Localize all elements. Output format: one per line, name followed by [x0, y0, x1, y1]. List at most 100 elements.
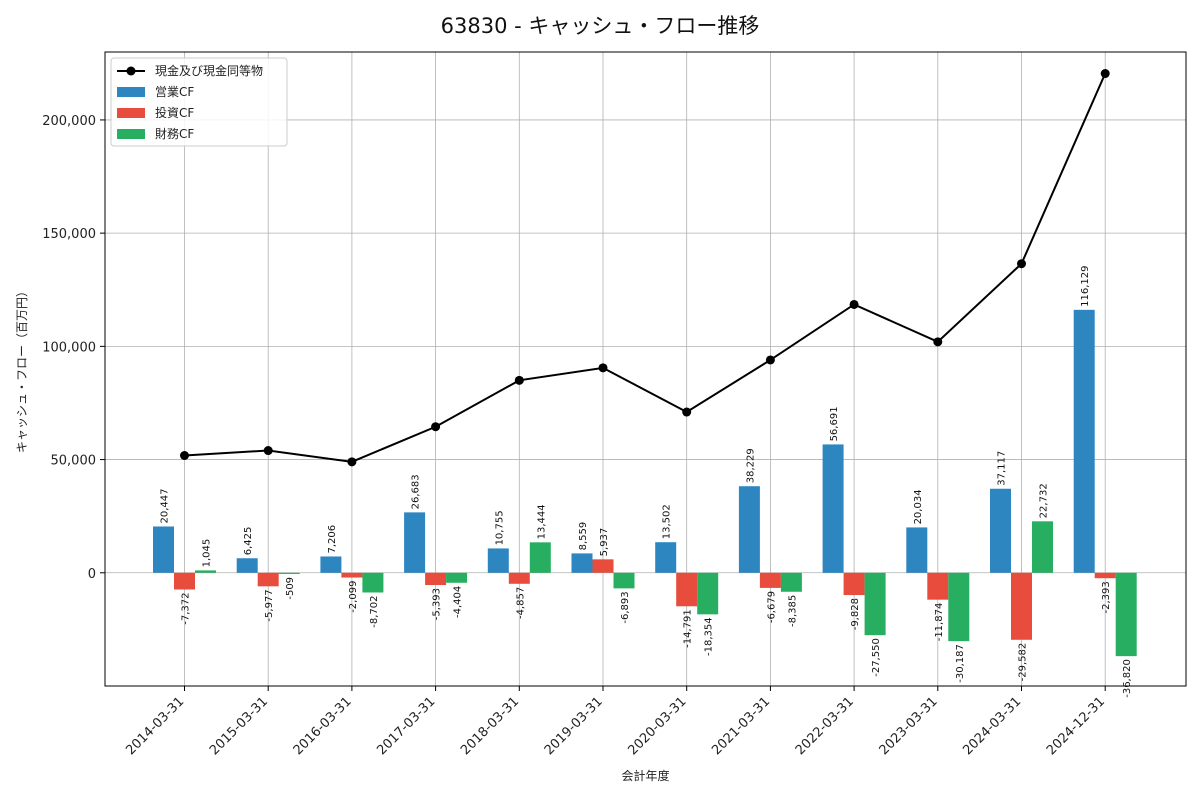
bar-value-label: -9,828 — [850, 598, 861, 630]
x-tick-label: 2021-03-31 — [709, 694, 773, 758]
bar-財務CF — [278, 572, 300, 574]
bar-value-label: -8,385 — [787, 595, 798, 627]
bar-value-label: 13,444 — [536, 504, 547, 539]
bar-value-label: 6,425 — [243, 527, 254, 556]
bar-財務CF — [780, 572, 802, 592]
legend-label: 投資CF — [155, 105, 194, 120]
y-tick-label: 0 — [88, 567, 96, 582]
bar-value-label: -5,393 — [432, 588, 443, 620]
legend-label: 現金及び現金同等物 — [155, 63, 263, 78]
x-tick-label: 2017-03-31 — [374, 694, 438, 758]
bar-value-label: 56,691 — [829, 406, 840, 441]
bar-営業CF — [571, 553, 593, 573]
x-tick-label: 2018-03-31 — [458, 694, 522, 758]
bar-value-label: -5,977 — [264, 589, 275, 621]
chart-title: 63830 - キャッシュ・フロー推移 — [441, 14, 760, 38]
line-point — [1017, 259, 1026, 269]
bar-財務CF — [1032, 521, 1053, 573]
bar-財務CF — [864, 572, 886, 636]
plot-area — [105, 52, 1186, 686]
line-point — [431, 422, 441, 432]
line-point — [849, 299, 859, 309]
bar-財務CF — [529, 542, 551, 573]
bar-投資CF — [927, 572, 949, 600]
legend-swatch — [117, 129, 145, 139]
bar-value-label: 10,755 — [494, 510, 505, 545]
x-tick-label: 2022-03-31 — [793, 694, 857, 758]
bar-営業CF — [738, 486, 760, 573]
y-tick-label: 150,000 — [42, 227, 96, 242]
bar-財務CF — [362, 572, 384, 593]
legend-marker — [126, 66, 136, 76]
x-tick-label: 2020-03-31 — [625, 694, 689, 758]
bar-営業CF — [990, 488, 1011, 573]
bar-投資CF — [257, 572, 279, 587]
line-point — [347, 457, 357, 467]
line-現金及び現金同等物 — [184, 73, 1107, 463]
line-point — [1100, 69, 1110, 79]
bar-value-label: 7,206 — [327, 525, 338, 554]
y-tick-label: 100,000 — [42, 340, 96, 355]
bar-value-label: -36,820 — [1122, 659, 1133, 698]
bar-財務CF — [613, 572, 635, 589]
bar-value-label: -7,372 — [181, 592, 192, 624]
bar-営業CF — [822, 444, 844, 573]
bar-投資CF — [676, 572, 698, 607]
bar-value-label: 116,129 — [1080, 265, 1091, 306]
bar-value-label: -14,791 — [683, 609, 694, 648]
legend-label: 営業CF — [155, 85, 194, 99]
bar-財務CF — [195, 570, 216, 573]
line-point — [598, 363, 608, 373]
bar-value-label: -11,874 — [934, 603, 945, 642]
bar-投資CF — [843, 572, 865, 596]
x-tick-label: 2024-12-31 — [1044, 694, 1108, 758]
bar-投資CF — [341, 572, 363, 578]
bar-value-label: 22,732 — [1039, 483, 1050, 518]
bar-value-label: 38,229 — [745, 448, 756, 483]
x-tick-label: 2024-03-31 — [960, 694, 1024, 758]
bar-投資CF — [1094, 572, 1116, 579]
y-tick-label: 200,000 — [42, 114, 96, 129]
line-point — [180, 450, 189, 460]
bar-営業CF — [487, 548, 509, 573]
bar-value-label: -29,582 — [1018, 643, 1029, 682]
x-tick-label: 2019-03-31 — [542, 694, 606, 758]
y-axis-title: キャッシュ・フロー（百万円） — [15, 285, 29, 453]
bar-財務CF — [948, 572, 970, 642]
line-point — [933, 337, 943, 347]
bar-営業CF — [906, 527, 928, 573]
y-tick-label: 50,000 — [51, 454, 97, 469]
bar-財務CF — [1115, 572, 1137, 657]
bar-投資CF — [174, 572, 195, 590]
bar-財務CF — [697, 572, 719, 615]
bar-value-label: 8,559 — [578, 522, 589, 551]
bar-value-label: -6,893 — [620, 591, 631, 623]
line-point — [765, 355, 775, 365]
bar-value-label: 20,447 — [160, 488, 171, 523]
bar-value-label: 1,045 — [202, 539, 213, 568]
bar-value-label: 26,683 — [411, 474, 422, 509]
x-tick-label: 2023-03-31 — [877, 694, 941, 758]
bar-value-label: -18,354 — [704, 617, 715, 656]
plot-frame — [104, 51, 1187, 687]
legend-swatch — [117, 87, 145, 97]
line-point — [682, 407, 692, 417]
bar-value-label: 37,117 — [997, 451, 1008, 486]
bar-value-label: -4,404 — [453, 586, 464, 618]
bar-投資CF — [1011, 572, 1032, 640]
bar-value-label: 13,502 — [662, 504, 673, 539]
bar-value-label: -8,702 — [369, 595, 380, 627]
bar-value-label: -30,187 — [955, 644, 966, 683]
line-point — [263, 446, 273, 456]
bar-value-label: -2,099 — [348, 581, 359, 613]
bar-営業CF — [236, 558, 258, 573]
bar-投資CF — [508, 572, 530, 584]
x-axis-title: 会計年度 — [621, 768, 669, 783]
bar-営業CF — [320, 556, 342, 573]
legend-label: 財務CF — [155, 126, 194, 141]
bar-財務CF — [446, 572, 468, 583]
bar-value-label: 5,937 — [599, 528, 610, 557]
bar-value-label: -6,679 — [766, 591, 777, 623]
